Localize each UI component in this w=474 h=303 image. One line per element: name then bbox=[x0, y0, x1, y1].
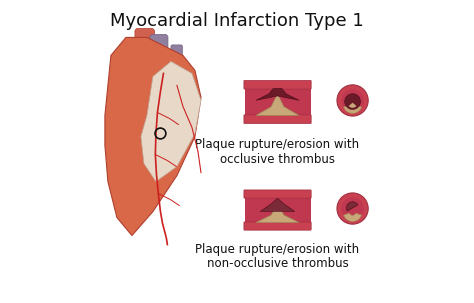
Bar bbox=[245, 88, 310, 115]
Polygon shape bbox=[256, 88, 299, 100]
Circle shape bbox=[341, 89, 364, 112]
Text: Myocardial Infarction Type 1: Myocardial Infarction Type 1 bbox=[110, 12, 364, 30]
FancyBboxPatch shape bbox=[244, 80, 311, 89]
Ellipse shape bbox=[120, 82, 150, 112]
FancyBboxPatch shape bbox=[244, 222, 311, 230]
Wedge shape bbox=[349, 103, 356, 108]
Polygon shape bbox=[256, 94, 299, 115]
Bar bbox=[245, 198, 310, 222]
FancyBboxPatch shape bbox=[150, 35, 168, 82]
Text: non-occlusive thrombus: non-occlusive thrombus bbox=[207, 257, 348, 270]
Text: Plaque rupture/erosion with: Plaque rupture/erosion with bbox=[195, 138, 360, 151]
FancyBboxPatch shape bbox=[244, 190, 311, 198]
FancyBboxPatch shape bbox=[135, 28, 155, 88]
Wedge shape bbox=[344, 213, 362, 221]
Polygon shape bbox=[105, 37, 201, 235]
Circle shape bbox=[337, 193, 368, 224]
Polygon shape bbox=[256, 204, 299, 222]
Polygon shape bbox=[141, 62, 201, 181]
Wedge shape bbox=[346, 202, 358, 211]
Circle shape bbox=[337, 85, 368, 116]
FancyBboxPatch shape bbox=[244, 115, 311, 124]
Polygon shape bbox=[260, 198, 295, 211]
Text: occlusive thrombus: occlusive thrombus bbox=[220, 153, 335, 166]
FancyBboxPatch shape bbox=[171, 45, 182, 78]
Ellipse shape bbox=[159, 79, 195, 122]
Text: Plaque rupture/erosion with: Plaque rupture/erosion with bbox=[195, 243, 360, 256]
Circle shape bbox=[341, 197, 364, 220]
Wedge shape bbox=[344, 105, 362, 113]
Wedge shape bbox=[345, 94, 360, 109]
